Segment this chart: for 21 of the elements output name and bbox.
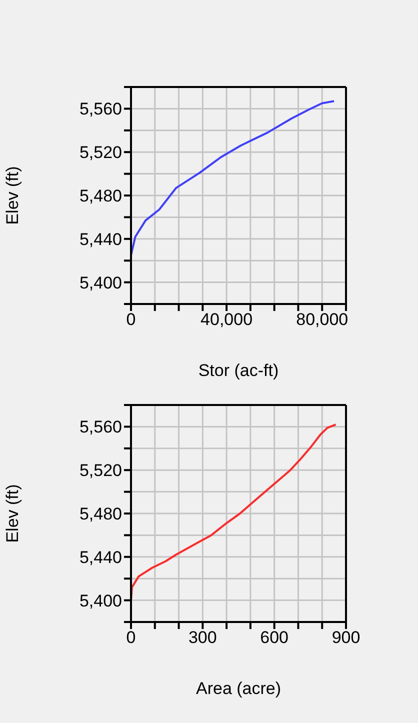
y-axis-title: Elev (ft)	[3, 484, 22, 543]
x-axis-title: Area (acre)	[196, 679, 282, 698]
y-tick-label: 5,560	[79, 418, 122, 437]
y-axis-title: Elev (ft)	[3, 166, 22, 225]
x-tick-label: 80,000	[296, 310, 348, 330]
x-tick-label: 600	[260, 628, 289, 648]
y-tick-label: 5,400	[79, 273, 122, 292]
y-tick-label: 5,440	[79, 230, 122, 249]
x-tick-label: 40,000	[200, 310, 253, 330]
y-tick-label: 5,520	[79, 461, 122, 480]
y-tick-label: 5,560	[79, 100, 122, 119]
x-tick-label: 300	[188, 628, 217, 648]
y-tick-label: 5,440	[79, 548, 122, 567]
y-tick-label: 5,480	[79, 186, 122, 206]
y-tick-label: 5,520	[79, 143, 122, 162]
x-tick-label: 900	[332, 628, 360, 648]
x-axis-title: Stor (ac-ft)	[198, 361, 279, 380]
y-tick-label: 5,480	[79, 504, 122, 524]
x-tick-label: 0	[126, 628, 136, 648]
x-tick-label: 0	[126, 310, 136, 330]
y-tick-label: 5,400	[79, 591, 122, 610]
